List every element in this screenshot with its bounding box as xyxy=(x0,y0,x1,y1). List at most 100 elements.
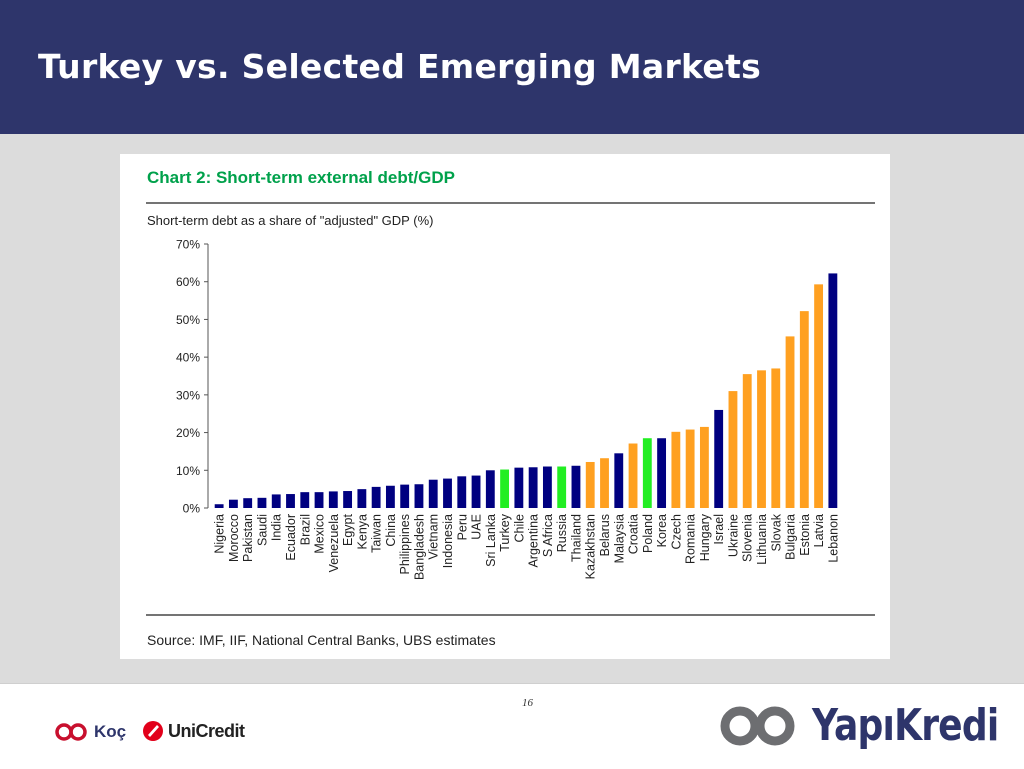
bar-philippines xyxy=(400,484,410,508)
x-tick-label: Hungary xyxy=(698,513,712,561)
bar-israel xyxy=(714,409,724,508)
bar-croatia xyxy=(628,443,638,508)
x-tick-label: Lithuania xyxy=(755,514,769,565)
x-tick-label: India xyxy=(270,514,284,541)
x-tick-label: Brazil xyxy=(298,514,312,545)
bar-latvia xyxy=(814,284,824,508)
x-tick-label: Philippines xyxy=(398,514,412,574)
chart-source: Source: IMF, IIF, National Central Banks… xyxy=(147,632,496,648)
bar-kenya xyxy=(357,489,367,508)
chart-svg: Chart 2: Short-term external debt/GDP Sh… xyxy=(146,168,875,648)
x-tick-label: Egypt xyxy=(341,513,355,545)
x-tick-label: Estonia xyxy=(798,514,812,556)
x-tick-label: Sri Lanka xyxy=(484,514,498,567)
y-tick-label: 20% xyxy=(176,426,200,440)
x-tick-label: Slovenia xyxy=(741,514,755,562)
x-tick-label: Ecuador xyxy=(284,514,298,561)
bar-peru xyxy=(457,476,467,508)
bar-vietnam xyxy=(428,479,438,508)
x-tick-label: Argentina xyxy=(527,514,541,568)
x-tick-label: Indonesia xyxy=(441,514,455,568)
bar-lithuania xyxy=(757,370,766,508)
bar-china xyxy=(385,485,395,508)
x-tick-label: Malaysia xyxy=(612,514,626,563)
bar-turkey xyxy=(500,469,510,508)
page-number: 16 xyxy=(522,697,533,709)
yapikredi-emblem-icon xyxy=(720,706,795,745)
bar-bangladesh xyxy=(414,484,424,508)
bar-korea xyxy=(657,438,667,508)
bar-russia xyxy=(557,466,567,508)
bar-s-africa xyxy=(542,466,552,508)
x-tick-label: Pakistan xyxy=(241,514,255,562)
bar-sri-lanka xyxy=(485,470,495,508)
bar-mexico xyxy=(314,492,324,508)
x-tick-label: Mexico xyxy=(313,514,327,554)
x-tick-label: Morocco xyxy=(227,514,241,562)
x-tick-label: Peru xyxy=(455,514,469,540)
x-axis: Nigeria Morocco Pakistan Saudi India Ecuador B… xyxy=(213,513,841,580)
bar-egypt xyxy=(343,491,353,508)
x-tick-label: Kenya xyxy=(355,514,369,549)
bar-saudi xyxy=(257,497,267,508)
y-axis: 0% 10% 20% 30% 40% 50% 60% 70% xyxy=(176,238,208,516)
yapikredi-logo-text: YapıKredi xyxy=(812,700,999,751)
koc-emblem-icon xyxy=(55,723,87,741)
koc-logo: Koç xyxy=(55,722,126,742)
y-tick-label: 40% xyxy=(176,351,200,365)
bar-ecuador xyxy=(286,494,295,508)
bar-malaysia xyxy=(614,453,624,508)
x-tick-label: Belarus xyxy=(598,514,612,556)
x-tick-label: Thailand xyxy=(569,514,583,562)
bar-chile xyxy=(514,467,524,508)
bars xyxy=(214,273,838,508)
bar-estonia xyxy=(799,311,809,508)
unicredit-logo: UniCredit xyxy=(142,720,245,742)
y-axis-label: Short-term debt as a share of "adjusted"… xyxy=(147,213,433,228)
bar-kazakhstan xyxy=(585,461,595,508)
x-tick-label: Kazakhstan xyxy=(584,514,598,579)
x-tick-label: Slovak xyxy=(769,513,783,551)
chart-panel: Chart 2: Short-term external debt/GDP Sh… xyxy=(120,154,890,659)
y-tick-label: 30% xyxy=(176,388,200,402)
x-tick-label: Czech xyxy=(669,514,683,549)
slide-footer xyxy=(0,683,1024,769)
x-tick-label: Nigeria xyxy=(213,514,227,554)
x-tick-label: Bulgaria xyxy=(784,514,798,560)
bar-poland xyxy=(642,438,652,508)
bar-romania xyxy=(685,429,695,508)
y-tick-label: 10% xyxy=(176,464,200,478)
bar-bulgaria xyxy=(785,336,795,508)
x-tick-label: Turkey xyxy=(498,513,512,551)
koc-logo-text: Koç xyxy=(94,722,127,741)
bar-slovak xyxy=(771,368,781,508)
yapikredi-logo: YapıKredi xyxy=(718,700,1024,751)
y-tick-label: 70% xyxy=(176,238,200,252)
y-tick-label: 50% xyxy=(176,313,200,327)
x-tick-label: Bangladesh xyxy=(412,514,426,580)
x-tick-label: Latvia xyxy=(812,514,826,547)
bar-belarus xyxy=(600,458,609,508)
bar-argentina xyxy=(528,467,538,508)
x-tick-label: Poland xyxy=(641,514,655,553)
bar-india xyxy=(271,494,281,508)
slide-header: Turkey vs. Selected Emerging Markets xyxy=(0,0,1024,134)
x-tick-label: Lebanon xyxy=(826,514,840,563)
chart-title: Chart 2: Short-term external debt/GDP xyxy=(147,168,455,187)
bar-indonesia xyxy=(443,478,452,508)
y-tick-label: 0% xyxy=(183,502,201,516)
x-tick-label: Taiwan xyxy=(370,514,384,553)
x-tick-label: Croatia xyxy=(627,514,641,554)
x-tick-label: Saudi xyxy=(255,514,269,546)
bar-brazil xyxy=(300,492,310,508)
x-tick-label: Israel xyxy=(712,514,726,545)
y-tick-label: 60% xyxy=(176,275,200,289)
bar-czech xyxy=(671,431,681,508)
unicredit-logo-text: UniCredit xyxy=(168,720,245,741)
bar-slovenia xyxy=(742,374,752,508)
x-tick-label: Chile xyxy=(512,514,526,543)
bar-venezuela xyxy=(328,491,338,508)
bar-thailand xyxy=(571,465,581,508)
bar-lebanon xyxy=(828,273,838,508)
bar-morocco xyxy=(228,499,238,508)
